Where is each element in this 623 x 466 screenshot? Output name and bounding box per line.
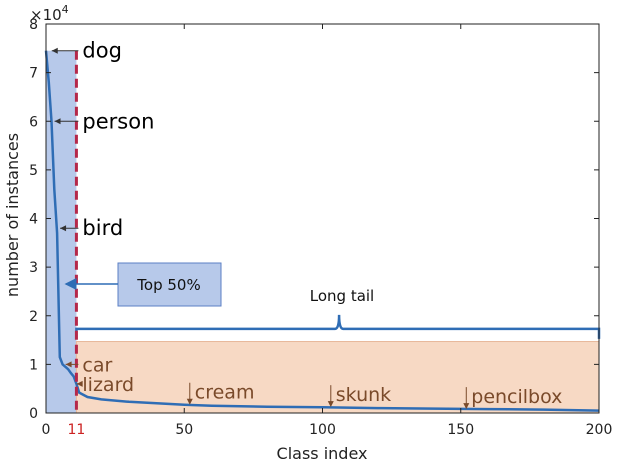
regions-layer [46, 50, 601, 414]
long-tail-brace [75, 314, 601, 339]
annotation-label: lizard [82, 374, 134, 396]
y-exponent-power: 4 [62, 3, 69, 16]
y-tick-label: 8 [29, 17, 38, 33]
x-axis-label: Class index [277, 444, 368, 463]
annotation-arrowhead [463, 403, 470, 410]
x-tick-label-highlight: 11 [68, 422, 86, 438]
annotation-arrowhead [60, 225, 67, 232]
annotation-skunk: skunk [327, 384, 391, 408]
annotation-arrowhead [54, 118, 61, 125]
annotation-lizard: lizard [76, 374, 134, 396]
y-tick-label: 2 [29, 309, 38, 325]
annotation-bird: bird [60, 216, 123, 240]
annotation-arrowhead [76, 380, 83, 387]
annotation-cream: cream [186, 382, 255, 405]
annotation-arrowhead [65, 361, 72, 368]
annotation-arrowhead [327, 401, 334, 408]
annotation-pencilbox: pencilbox [463, 386, 562, 410]
annotation-label: cream [195, 382, 255, 404]
x-tick-label: 50 [175, 422, 193, 438]
y-ticks: 0 1 2 3 4 5 6 7 8 [29, 17, 599, 422]
x-tick-label: 0 [42, 422, 51, 438]
x-tick-label: 100 [309, 422, 336, 438]
long-tail-label: Long tail [310, 287, 374, 305]
top-50-callout-box [117, 262, 222, 307]
annotation-arrowhead [51, 47, 58, 54]
top-50-callout-label: Top 50% [136, 276, 200, 294]
y-tick-label: 3 [29, 260, 38, 276]
y-tick-label: 0 [29, 406, 38, 422]
y-tick-label: 1 [29, 357, 38, 373]
annotation-arrowhead [186, 398, 193, 405]
annotation-label: car [82, 354, 112, 376]
annotation-label: person [82, 109, 154, 133]
y-axis-label: number of instances [3, 133, 22, 297]
y-tick-label: 6 [29, 114, 38, 130]
annotation-dog: dog [51, 39, 122, 63]
tail-region [75, 341, 600, 414]
annotation-label: bird [82, 216, 123, 240]
line-layer [44, 50, 600, 412]
y-tick-label: 7 [29, 66, 38, 82]
annotation-person: person [54, 109, 154, 133]
y-tick-label: 5 [29, 163, 38, 179]
instances-series-line [44, 50, 600, 412]
annotation-car: car [65, 354, 113, 376]
annotation-label: skunk [336, 384, 391, 406]
x-tick-label: 200 [586, 422, 613, 438]
annotation-label: pencilbox [471, 386, 562, 408]
annotation-label: dog [82, 39, 122, 63]
y-exponent-label: ×104 [30, 3, 69, 24]
x-ticks: 0 50 100 150 200 11 [42, 24, 613, 438]
y-tick-label: 4 [29, 212, 38, 228]
x-tick-label: 150 [447, 422, 474, 438]
